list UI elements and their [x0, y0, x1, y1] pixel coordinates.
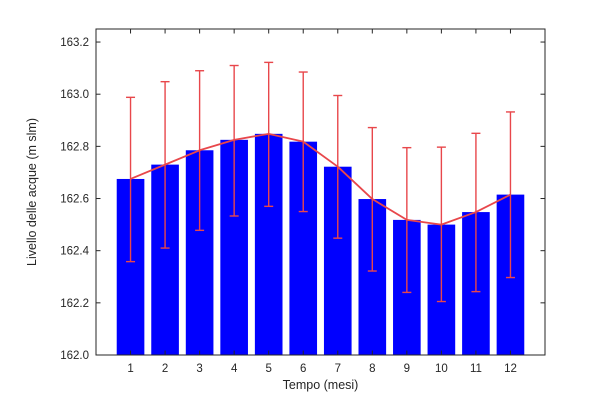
- trend-line-layer: [130, 132, 511, 226]
- y-axis-title: Livello delle acque (m slm): [25, 118, 39, 266]
- bars-layer: [116, 133, 525, 355]
- y-tick-label: 162.4: [60, 246, 89, 258]
- y-tick-label: 163.2: [60, 37, 89, 49]
- x-tick-label: 11: [470, 363, 482, 375]
- error-bar-8: [367, 126, 377, 272]
- error-bar-11: [471, 132, 481, 293]
- error-bar-9: [402, 146, 412, 294]
- error-bar-3: [195, 70, 205, 232]
- x-tick-label: 1: [127, 363, 133, 375]
- x-tick-label: 6: [300, 363, 306, 375]
- x-axis-title: Tempo (mesi): [283, 378, 359, 392]
- error-bar-10: [436, 146, 446, 303]
- y-tick-label: 163.0: [60, 89, 89, 101]
- x-tick-label: 5: [265, 363, 271, 375]
- x-tick-label: 3: [196, 363, 202, 375]
- error-bars-layer: [126, 61, 515, 303]
- error-bar-1: [126, 96, 136, 263]
- trend-line: [130, 132, 511, 226]
- plot-frame: [95, 28, 546, 356]
- x-tick-label: 7: [335, 363, 341, 375]
- y-tick-label: 162.2: [60, 298, 89, 310]
- x-tick-label: 8: [369, 363, 375, 375]
- x-tick-label: 10: [435, 363, 448, 375]
- error-bar-2: [160, 80, 170, 249]
- y-tick-label: 162.6: [60, 194, 89, 206]
- x-tick-label: 4: [231, 363, 238, 375]
- error-bar-7: [333, 94, 343, 239]
- x-tick-label: 2: [162, 363, 168, 375]
- error-bar-4: [229, 64, 239, 217]
- error-bar-5: [264, 61, 274, 208]
- x-tick-label: 12: [504, 363, 517, 375]
- y-tick-label: 162.8: [60, 141, 89, 153]
- x-tick-label: 9: [404, 363, 410, 375]
- error-bar-12: [505, 111, 515, 279]
- error-bar-6: [298, 71, 308, 213]
- y-tick-label: 162.0: [60, 350, 89, 362]
